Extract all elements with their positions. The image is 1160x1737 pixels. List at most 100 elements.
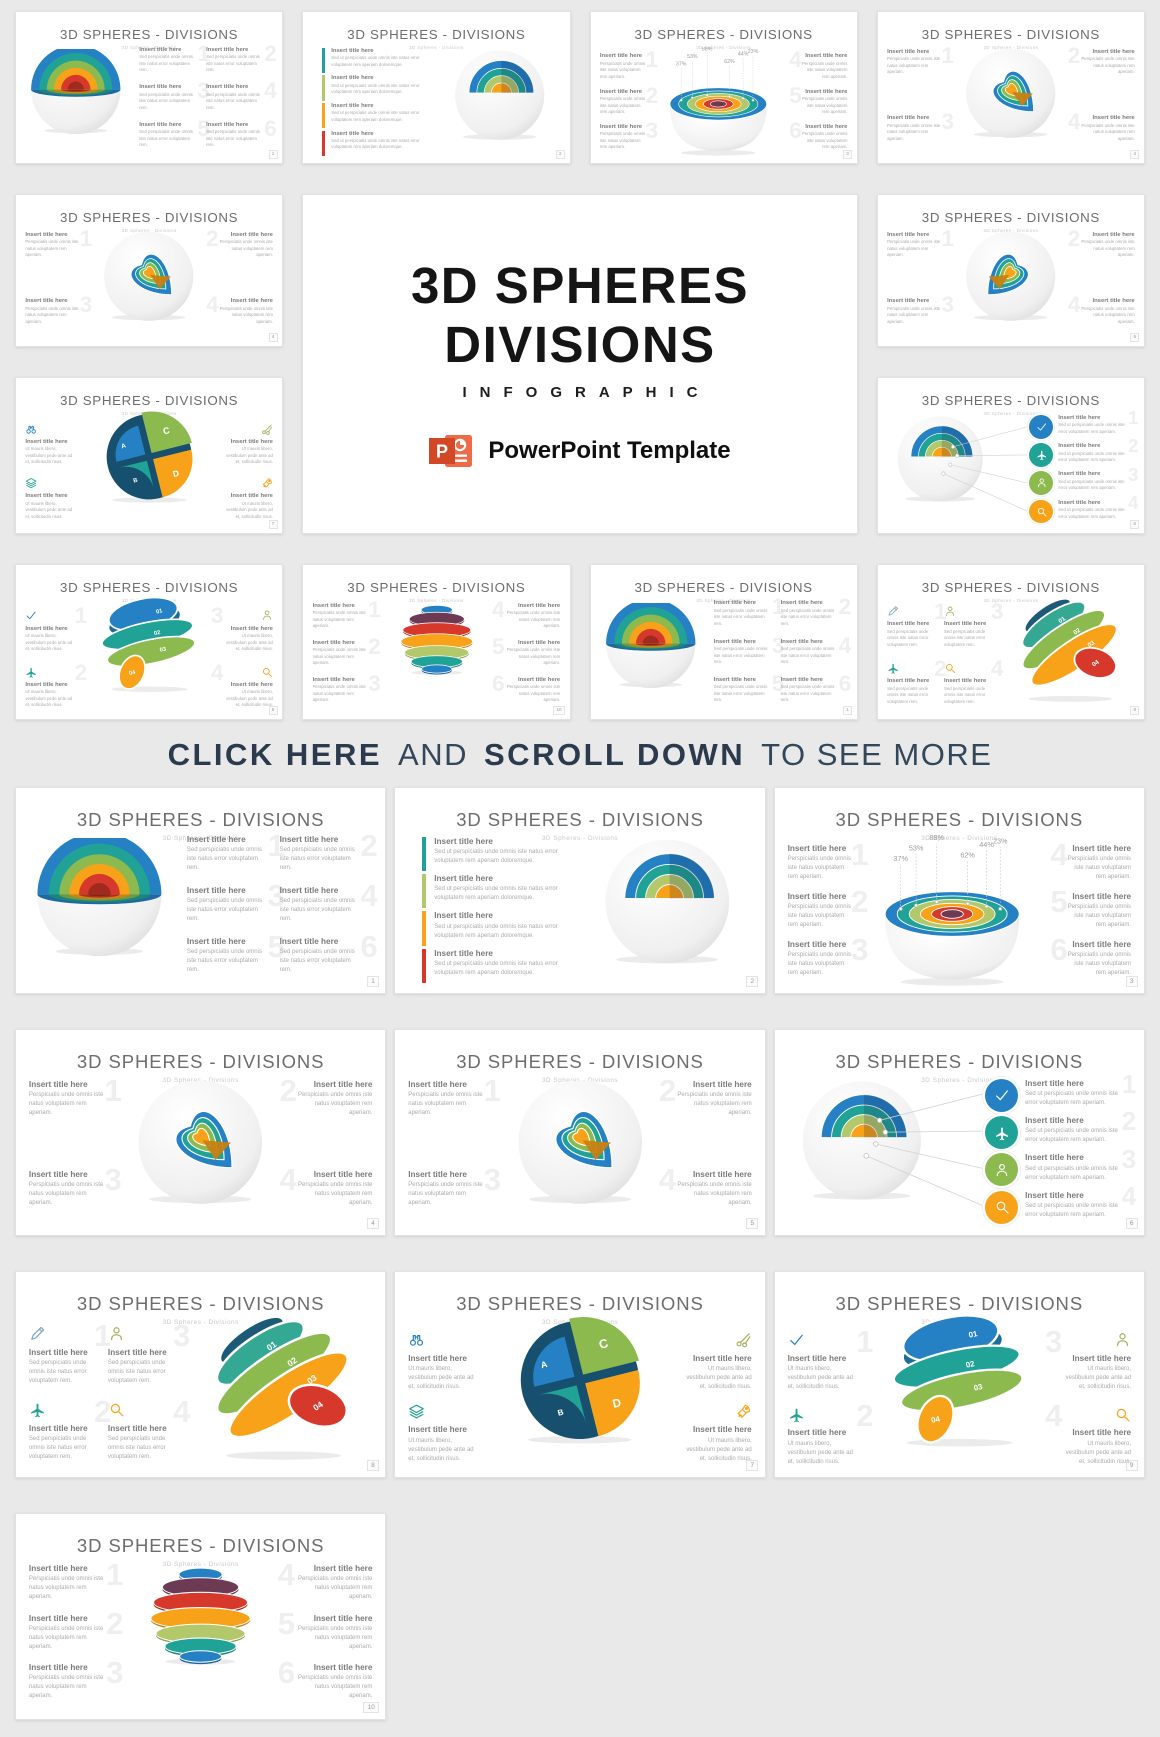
item-title: Insert title here: [1058, 414, 1101, 421]
slide-title: 3D SPHERES - DIVISIONS: [921, 393, 1100, 409]
slide-heart5m[interactable]: 3D SPHERES - DIVISIONS 3D Spheres - Divis…: [876, 194, 1145, 347]
cutaway-sphere-graphic: [788, 1074, 936, 1201]
slide-heart5[interactable]: 3D SPHERES - DIVISIONS 3D Spheres - Divis…: [394, 1029, 766, 1236]
text-block: 3 Insert title here Perspiciatis unde omni…: [29, 1657, 124, 1701]
percent-rings-sphere-graphic: 37% 53% 88% 62% 44% 23%: [856, 835, 1062, 988]
item-title: Insert title here: [28, 1423, 88, 1433]
slide-bars[interactable]: 3D SPHERES - DIVISIONS 3D Spheres - Divis…: [394, 787, 766, 994]
large-cell-4: 3D SPHERES - DIVISIONS 3D Spheres - Divis…: [15, 1029, 387, 1236]
item-body: Sed perspiciatis unde omnis iste natus e…: [887, 628, 929, 647]
slide-bands_a[interactable]: 3D SPHERES - DIVISIONS 3D Spheres - Divis…: [15, 1271, 387, 1478]
banner-tail: TO SEE MORE: [761, 737, 993, 772]
ghost-number: 3: [1121, 1143, 1137, 1174]
ghost-number: 3: [211, 603, 224, 629]
slide-heart4[interactable]: 3D SPHERES - DIVISIONS 3D Spheres - Divis…: [15, 194, 284, 347]
callout-item: 3 Insert title here Sed ut perspiciatis un…: [1029, 465, 1138, 497]
text-block: 2 Insert title here Perspiciatis unde omni…: [313, 635, 381, 667]
slide-pancakes[interactable]: 3D SPHERES - DIVISIONS 3D Spheres - Divis…: [15, 1513, 387, 1720]
text-block: 1 Insert title here Sed ut perspiciatis un…: [1058, 408, 1138, 435]
item-body: Perspiciatis unde omnis iste natus volup…: [298, 1182, 373, 1207]
item-body: Sed perspiciatis unde omnis iste natus e…: [139, 129, 193, 148]
item-body: Ut mauris libero, vestibulum pede ante a…: [226, 500, 273, 519]
item-title: Insert title here: [408, 1169, 467, 1179]
slide-content: 1 Insert title here Sed ut perspiciatis un…: [887, 408, 1139, 527]
ghost-number: 4: [1128, 492, 1139, 514]
item-body: Perspiciatis unde omnis iste natus volup…: [787, 952, 851, 976]
ghost-number: 2: [1128, 435, 1139, 457]
slide-content: 1 Insert title here Perspiciatis unde omni…: [887, 227, 1135, 340]
text-block: 3 Insert title here Perspiciatis unde omni…: [887, 293, 954, 325]
ghost-number: 6: [1050, 932, 1068, 968]
ghost-number: 1: [645, 47, 659, 73]
slide-cross[interactable]: 3D SPHERES - DIVISIONS 3D Spheres - Divis…: [15, 11, 284, 164]
slide-cross[interactable]: 3D SPHERES - DIVISIONS 3D Spheres - Divis…: [15, 787, 387, 994]
item-body: Perspiciatis unde omnis iste natus volup…: [312, 684, 366, 703]
list-item: Insert title here Sed ut perspiciatis und…: [322, 102, 428, 129]
item-title: Insert title here: [139, 84, 182, 91]
ghost-number: 2: [838, 594, 852, 620]
item-title: Insert title here: [313, 1080, 373, 1090]
quarter-label: D: [172, 468, 180, 479]
search-icon: [261, 666, 273, 678]
slide-content: 1 Insert title here Perspiciatis unde omni…: [600, 47, 848, 157]
slide-callouts[interactable]: 3D SPHERES - DIVISIONS 3D Spheres - Divis…: [876, 377, 1145, 534]
slide-cross[interactable]: 3D SPHERES - DIVISIONS 3D Spheres - Divis…: [589, 564, 858, 720]
check-icon: [25, 609, 37, 621]
item-body: Perspiciatis unde omnis iste natus volup…: [1067, 856, 1132, 881]
slide-title: 3D SPHERES - DIVISIONS: [347, 580, 526, 596]
slide-content: 1 Insert title here Perspiciatis unde omni…: [887, 44, 1135, 157]
item-title: Insert title here: [517, 676, 561, 683]
item-body: Perspiciatis unde omnis iste natus volup…: [28, 1625, 104, 1650]
slide-subtitle: 3D Spheres - Divisions: [162, 1076, 239, 1084]
quarter-label: B: [557, 1407, 565, 1417]
thumb-cell-8: 3D SPHERES - DIVISIONS 3D Spheres - Divis…: [876, 377, 1145, 534]
thumb-cell-10: 3D SPHERES - DIVISIONS 3D Spheres - Divis…: [302, 564, 571, 720]
text-block: 1 Insert title here Sed perspiciatis unde …: [887, 600, 946, 648]
item-title: Insert title here: [787, 1428, 847, 1438]
item-title: Insert title here: [312, 602, 355, 609]
slide-percent[interactable]: 3D SPHERES - DIVISIONS 3D Spheres - Divis…: [589, 11, 858, 164]
slide-title: 3D SPHERES - DIVISIONS: [921, 580, 1100, 596]
item-body: Sed ut perspiciatis unde omnis iste natu…: [331, 82, 420, 95]
text-block: 4 Insert title here Sed ut perspiciatis un…: [1025, 1183, 1136, 1220]
text-block: Insert title here Ut mauris libero, vesti…: [25, 477, 77, 520]
template-title-line2: DIVISIONS: [444, 316, 716, 373]
slide-heart4[interactable]: 3D SPHERES - DIVISIONS 3D Spheres - Divis…: [876, 11, 1145, 164]
thumb-cell-1: 3D SPHERES - DIVISIONS 3D Spheres - Divis…: [15, 11, 284, 164]
page-number-badge: 8: [1130, 706, 1140, 715]
banner-click-here[interactable]: CLICK HERE: [167, 737, 383, 772]
text-block: 4 Insert title here Perspiciatis unde omni…: [278, 1559, 373, 1602]
thumb-cell-12: 3D SPHERES - DIVISIONS 3D Spheres - Divis…: [876, 564, 1145, 720]
item-title: Insert title here: [312, 676, 355, 683]
item-body: Ut mauris libero, vestibulum pede ante a…: [408, 1437, 474, 1462]
banner-scroll-down[interactable]: SCROLL DOWN: [484, 737, 746, 772]
ghost-number: 4: [658, 1162, 677, 1198]
person-icon: [261, 609, 273, 621]
item-body: Ut mauris libero, vestibulum pede ante a…: [25, 633, 73, 652]
promo-banner[interactable]: CLICK HERE AND SCROLL DOWN TO SEE MORE: [0, 720, 1160, 777]
item-title: Insert title here: [313, 1662, 373, 1672]
color-bar: [322, 47, 326, 74]
slide-bars[interactable]: 3D SPHERES - DIVISIONS 3D Spheres - Divis…: [302, 11, 571, 164]
slide-bands_a[interactable]: 3D SPHERES - DIVISIONS 3D Spheres - Divis…: [876, 564, 1145, 720]
slide-callouts[interactable]: 3D SPHERES - DIVISIONS 3D Spheres - Divis…: [773, 1029, 1145, 1236]
item-body: Sed perspiciatis unde omnis iste natus e…: [28, 1359, 87, 1384]
slide-title: 3D SPHERES - DIVISIONS: [634, 27, 813, 43]
slide-pancakes[interactable]: 3D SPHERES - DIVISIONS 3D Spheres - Divis…: [302, 564, 571, 720]
text-block: 5 Insert title here Perspiciatis unde omni…: [492, 635, 560, 667]
item-body: Sed ut perspiciatis unde omnis iste natu…: [434, 960, 558, 976]
slide-percent[interactable]: 3D SPHERES - DIVISIONS 3D Spheres - Divis…: [773, 787, 1145, 994]
slide-heart4[interactable]: 3D SPHERES - DIVISIONS 3D Spheres - Divis…: [15, 1029, 387, 1236]
heart-cutaway-sphere-graphic: [93, 225, 204, 322]
page-number-badge: 5: [746, 1218, 759, 1230]
list-item: Insert title here Sed ut perspiciatis und…: [421, 911, 570, 946]
text-block: 3 Insert title here Ut mauris libero, vest…: [1045, 1326, 1131, 1392]
item-title: Insert title here: [599, 53, 643, 60]
item-body: Sed ut perspiciatis unde omnis iste erro…: [1025, 1202, 1118, 1218]
